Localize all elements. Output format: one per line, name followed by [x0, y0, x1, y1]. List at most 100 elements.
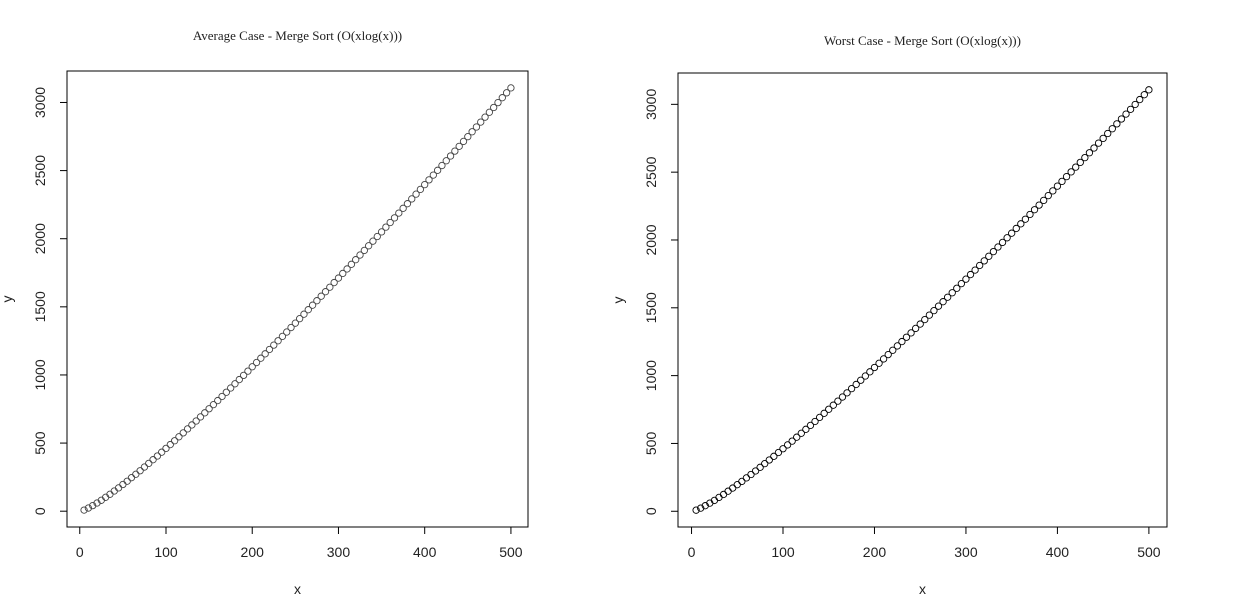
point	[1035, 201, 1043, 209]
point	[893, 342, 901, 350]
point	[278, 332, 287, 341]
y-axis-label: y	[610, 297, 626, 304]
y-tick-label: 500	[643, 432, 659, 456]
point	[779, 445, 787, 453]
point	[1072, 163, 1080, 171]
point	[1008, 229, 1016, 237]
point	[377, 228, 386, 236]
point	[425, 176, 433, 184]
point	[287, 323, 295, 332]
point	[421, 180, 429, 189]
point	[1085, 149, 1094, 157]
point	[966, 270, 975, 279]
point	[783, 441, 792, 449]
point	[464, 133, 472, 141]
point	[502, 89, 511, 97]
point	[468, 128, 476, 136]
point	[770, 452, 778, 460]
x-tick-label: 0	[688, 544, 696, 560]
point	[304, 306, 312, 314]
point	[998, 238, 1007, 247]
point	[747, 470, 755, 479]
point	[140, 463, 149, 471]
point	[257, 354, 265, 362]
point	[170, 437, 179, 445]
point	[89, 501, 97, 510]
point	[1131, 100, 1139, 109]
point	[733, 481, 741, 489]
point	[313, 297, 321, 305]
point	[820, 409, 828, 417]
point	[930, 306, 938, 315]
point	[369, 237, 377, 245]
point	[334, 274, 343, 282]
point	[153, 452, 162, 460]
chart-title: Average Case - Merge Sort (O(xlog(x)))	[193, 28, 402, 43]
point	[907, 329, 915, 337]
point	[852, 380, 860, 389]
point	[1113, 120, 1121, 128]
point	[119, 480, 127, 489]
point	[838, 393, 847, 401]
point	[879, 355, 888, 363]
point	[1049, 187, 1057, 195]
x-tick-label: 0	[76, 544, 84, 560]
point	[166, 440, 174, 449]
point	[944, 293, 952, 301]
point	[283, 328, 291, 336]
point	[1117, 115, 1126, 123]
point	[994, 243, 1002, 251]
point	[953, 284, 961, 292]
point	[343, 265, 351, 273]
point	[490, 103, 498, 112]
point	[756, 463, 764, 471]
point	[188, 421, 196, 429]
point	[697, 504, 705, 512]
point	[477, 118, 485, 126]
x-tick-label: 100	[154, 544, 178, 560]
point	[715, 493, 723, 502]
y-tick-label: 3000	[643, 89, 659, 120]
point	[485, 108, 494, 116]
point	[911, 324, 920, 333]
point	[902, 333, 911, 341]
point	[847, 384, 856, 393]
point	[774, 448, 783, 457]
x-tick-label: 500	[1137, 544, 1161, 560]
point	[235, 375, 243, 384]
y-tick-label: 1000	[643, 360, 659, 391]
y-tick-label: 2000	[643, 224, 659, 255]
point	[214, 396, 222, 405]
y-tick-label: 500	[32, 431, 48, 455]
point	[390, 214, 399, 222]
point	[729, 484, 737, 492]
point	[248, 363, 256, 371]
point	[196, 413, 205, 421]
point	[939, 298, 947, 306]
point	[330, 278, 338, 287]
point	[451, 147, 459, 155]
point	[889, 346, 897, 354]
point	[834, 397, 842, 405]
y-tick-label: 0	[643, 507, 659, 515]
point	[765, 456, 773, 464]
point	[218, 392, 226, 401]
point	[382, 223, 390, 231]
point	[239, 371, 248, 380]
point	[459, 137, 468, 146]
point	[395, 209, 403, 217]
point	[843, 389, 851, 397]
point	[80, 506, 88, 514]
point	[802, 425, 810, 433]
point	[829, 401, 837, 409]
point	[1126, 105, 1135, 114]
point	[265, 345, 274, 354]
point	[339, 269, 347, 278]
point	[1099, 134, 1107, 143]
x-tick-label: 500	[499, 544, 523, 560]
point	[192, 417, 200, 425]
point	[738, 477, 746, 486]
point	[797, 429, 805, 437]
point	[352, 256, 360, 264]
point	[989, 247, 998, 256]
